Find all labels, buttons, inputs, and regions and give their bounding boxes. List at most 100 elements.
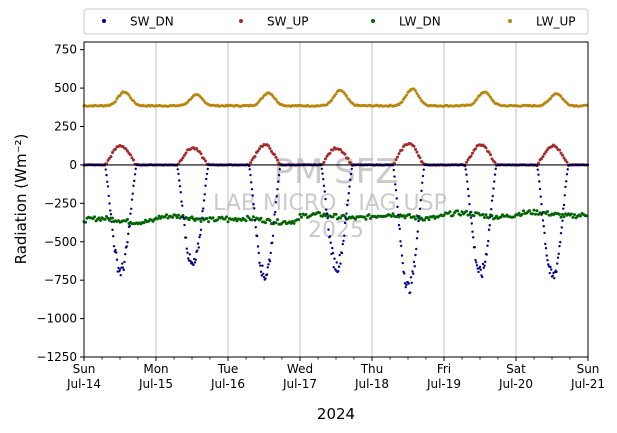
- data-point-lw-dn: [532, 208, 536, 212]
- data-point-sw-dn: [273, 213, 276, 216]
- data-point-lw-dn: [106, 216, 110, 220]
- data-point-lw-up: [115, 96, 119, 100]
- data-point-sw-dn: [397, 213, 400, 217]
- data-point-sw-dn: [484, 260, 487, 264]
- data-point-sw-dn: [490, 208, 493, 211]
- data-point-sw-up: [126, 149, 129, 153]
- data-point-lw-dn: [300, 215, 303, 219]
- data-point-sw-dn: [404, 285, 407, 289]
- data-point-lw-dn: [517, 211, 521, 215]
- data-point-lw-up: [334, 92, 338, 96]
- data-point-sw-up: [270, 149, 273, 153]
- data-point-sw-dn: [271, 234, 275, 238]
- data-point-sw-dn: [266, 266, 269, 269]
- data-point-sw-dn: [400, 254, 404, 257]
- data-point-sw-dn: [334, 269, 338, 272]
- legend-marker: [239, 19, 243, 23]
- data-point-sw-dn: [110, 220, 113, 224]
- x-tick-day-label: Sun: [577, 362, 600, 376]
- data-point-sw-up: [253, 154, 257, 158]
- data-point-lw-dn: [339, 216, 342, 220]
- data-point-lw-dn: [264, 221, 267, 225]
- data-point-sw-dn: [566, 168, 569, 171]
- data-point-sw-dn: [278, 168, 281, 171]
- data-point-sw-dn: [348, 185, 351, 188]
- data-point-sw-dn: [337, 265, 341, 268]
- data-point-lw-dn: [495, 214, 498, 218]
- data-point-sw-dn: [322, 184, 326, 188]
- data-point-sw-dn: [117, 266, 120, 270]
- data-point-sw-dn: [342, 239, 345, 243]
- data-point-sw-dn: [108, 202, 111, 205]
- data-point-lw-dn: [177, 213, 180, 217]
- data-point-sw-dn: [128, 224, 131, 228]
- data-point-sw-dn: [483, 264, 486, 267]
- data-point-sw-dn: [335, 261, 338, 264]
- data-point-sw-dn: [339, 262, 342, 265]
- legend-item-lw-up: LW_UP: [508, 15, 575, 29]
- data-point-sw-dn: [178, 179, 181, 182]
- data-point-sw-dn: [469, 211, 472, 214]
- data-point-sw-up: [562, 156, 566, 160]
- data-point-sw-dn: [400, 244, 403, 248]
- data-point-sw-dn: [474, 258, 477, 262]
- data-point-sw-dn: [256, 234, 259, 238]
- data-point-sw-up: [273, 153, 276, 156]
- data-point-sw-up: [418, 156, 422, 160]
- data-point-sw-up: [130, 156, 134, 160]
- legend: SW_DN SW_UP LW_DN LW_UP: [83, 8, 589, 35]
- data-point-sw-up: [184, 151, 188, 155]
- data-point-sw-dn: [274, 210, 277, 214]
- data-point-sw-dn: [250, 181, 253, 184]
- data-point-lw-dn: [423, 218, 426, 222]
- data-point-sw-dn: [189, 259, 192, 263]
- data-point-lw-dn: [528, 209, 531, 213]
- data-point-lw-dn: [207, 220, 210, 224]
- y-axis-label: Radiation (Wm⁻²): [12, 134, 30, 265]
- data-point-sw-dn: [338, 253, 341, 257]
- data-point-lw-dn: [456, 209, 459, 213]
- data-point-lw-dn: [205, 216, 209, 220]
- data-point-sw-dn: [417, 219, 420, 223]
- data-point-sw-dn: [349, 172, 353, 176]
- legend-item-sw-dn: SW_DN: [102, 15, 174, 29]
- legend-label: SW_DN: [130, 15, 174, 29]
- data-point-sw-dn: [471, 230, 474, 233]
- data-point-sw-dn: [346, 203, 349, 207]
- data-point-lw-dn: [414, 217, 417, 221]
- data-point-sw-dn: [260, 274, 263, 277]
- data-point-sw-dn: [494, 167, 497, 171]
- data-point-sw-dn: [256, 245, 260, 248]
- data-point-lw-dn: [559, 215, 563, 219]
- data-point-lw-up: [405, 93, 408, 97]
- data-point-lw-dn: [412, 215, 416, 219]
- data-point-lw-dn: [544, 212, 548, 215]
- data-point-sw-dn: [562, 207, 565, 210]
- data-point-lw-dn: [522, 209, 525, 213]
- data-point-sw-dn: [397, 223, 401, 227]
- data-point-sw-dn: [491, 194, 494, 198]
- data-point-lw-up: [487, 93, 491, 97]
- data-point-sw-dn: [324, 197, 327, 201]
- data-point-sw-dn: [257, 251, 260, 255]
- data-point-sw-dn: [556, 256, 560, 259]
- data-point-lw-dn: [558, 212, 561, 216]
- data-point-lw-dn: [199, 219, 203, 223]
- watermark-line-3: 2025: [308, 218, 364, 243]
- data-point-sw-dn: [197, 246, 200, 249]
- data-point-sw-dn: [421, 174, 425, 178]
- data-point-sw-dn: [340, 251, 344, 255]
- legend-frame: [83, 8, 589, 35]
- data-point-lw-dn: [408, 213, 411, 217]
- x-axis-label: 2024: [317, 405, 355, 423]
- data-point-lw-dn: [324, 214, 327, 218]
- data-point-sw-dn: [411, 270, 414, 273]
- data-point-lw-up: [417, 94, 420, 98]
- data-point-sw-dn: [133, 173, 137, 176]
- data-point-sw-dn: [320, 167, 323, 171]
- data-point-sw-up: [111, 151, 114, 155]
- data-point-lw-dn: [225, 215, 228, 219]
- data-point-sw-up: [183, 153, 186, 157]
- data-point-lw-dn: [321, 214, 324, 218]
